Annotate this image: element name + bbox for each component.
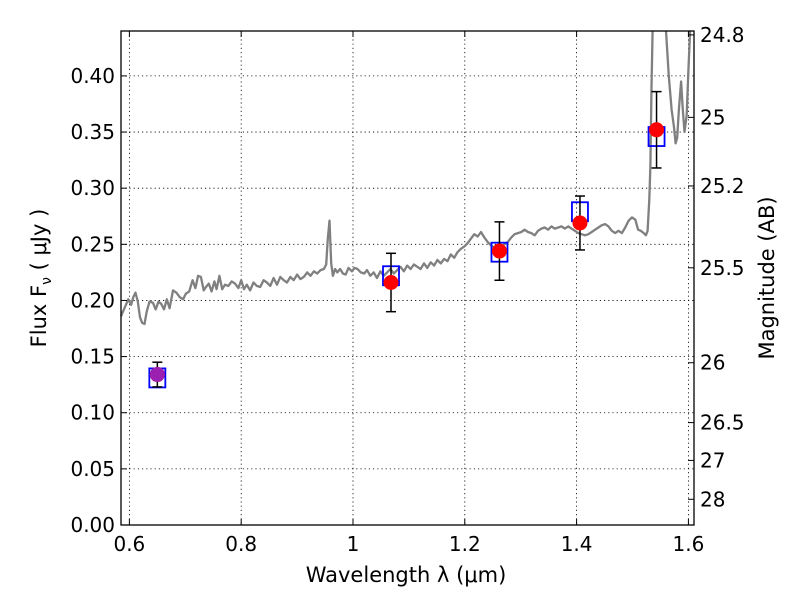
- y2-tick-label: 27: [700, 448, 725, 472]
- observed-point-marker: [491, 243, 507, 259]
- y-tick-label: 0.35: [70, 120, 115, 144]
- y2-tick-label: 26: [700, 351, 725, 375]
- y2-tick-label: 25.5: [700, 256, 745, 280]
- observed-point-marker: [649, 122, 665, 138]
- observed-point-marker-overlap: [149, 367, 165, 383]
- y-axis-label: Flux Fν ( μJy ): [27, 209, 55, 348]
- x-axis-label: Wavelength λ (μm): [306, 563, 507, 587]
- x-tick-label: 1.6: [673, 532, 705, 556]
- y-tick-label: 0.20: [70, 288, 115, 312]
- spectrum-line: [119, 30, 654, 326]
- x-tick-label: 0.6: [113, 532, 145, 556]
- axis-ticks: 0.6 0.8 1 1.2 1.4 1.6 0.00 0.05 0.10 0.15 0.20 0.25…: [70, 23, 744, 556]
- y2-tick-label: 26.5: [700, 411, 745, 435]
- y2-tick-label: 25: [700, 105, 725, 129]
- x-tick-label: 1.4: [561, 532, 593, 556]
- y-tick-label: 0.40: [70, 64, 115, 88]
- plot-frame: [120, 30, 695, 526]
- y-tick-label: 0.15: [70, 345, 115, 369]
- x-tick-label: 1.2: [449, 532, 481, 556]
- y-tick-label: 0.30: [70, 176, 115, 200]
- y2-tick-label: 25.2: [700, 174, 745, 198]
- y-axis-label-unit: ( μJy ): [27, 209, 51, 277]
- y-tick-label: 0.10: [70, 401, 115, 425]
- model-spectrum: [119, 30, 692, 326]
- y-tick-label: 0.00: [70, 513, 115, 537]
- y-axis-label-main: Flux F: [27, 285, 51, 347]
- observed-point-marker: [572, 215, 588, 231]
- x-tick-label: 1: [347, 532, 360, 556]
- x-tick-label: 0.8: [225, 532, 257, 556]
- y2-tick-label: 28: [700, 487, 725, 511]
- spectrum-line: [664, 30, 692, 145]
- y2-tick-label: 24.8: [700, 23, 745, 47]
- y-tick-label: 0.25: [70, 232, 115, 256]
- y-tick-label: 0.05: [70, 457, 115, 481]
- observed-point-marker: [383, 274, 399, 290]
- plot-background: [121, 31, 694, 525]
- data-markers: [148, 90, 666, 389]
- y2-axis-label: Magnitude (AB): [755, 196, 779, 359]
- y-axis-label-subscript: ν: [39, 277, 55, 285]
